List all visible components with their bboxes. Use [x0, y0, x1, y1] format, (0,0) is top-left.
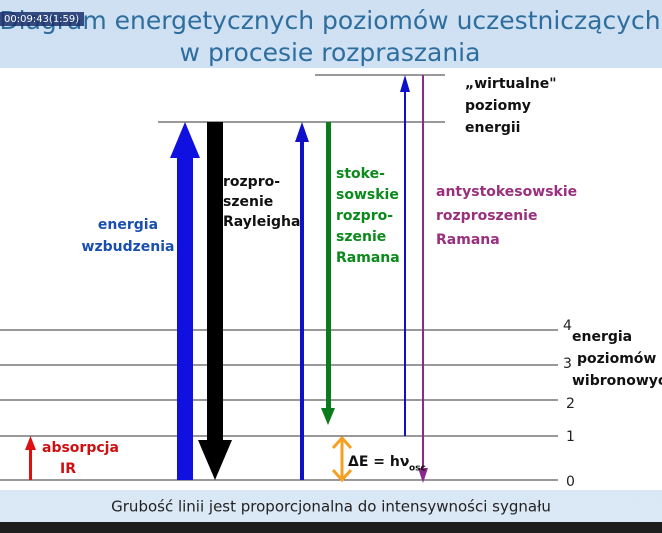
arrow-head [25, 436, 36, 450]
level-number: 4 [563, 318, 572, 334]
ir-arrow [29, 448, 32, 480]
ir-label: absorpcja [42, 440, 119, 456]
arrows [25, 75, 428, 483]
title-line: Diagram energetycznych poziomów uczestni… [0, 6, 661, 35]
stokes-label: Ramana [336, 250, 400, 266]
stokes-label: rozpro- [336, 208, 393, 224]
level-number: 2 [566, 396, 575, 412]
vibronic-label: poziomów [577, 351, 656, 367]
arrow-head [400, 75, 410, 92]
delta-arrow-bottom [331, 468, 353, 483]
stokes-arrow [326, 122, 331, 410]
bottom-bar [0, 522, 662, 533]
level-number: 0 [566, 474, 575, 490]
arrow-head [198, 440, 232, 480]
antistokes-label: antystokesowskie [436, 184, 577, 200]
excitation-label: wzbudzenia [82, 239, 175, 255]
stokes-label: stoke- [336, 166, 385, 182]
delta-e-subscript: osc [409, 464, 426, 474]
excitation-label: energia [98, 217, 158, 233]
levels [0, 74, 558, 481]
level-number: 3 [563, 356, 572, 372]
arrow-head [418, 468, 428, 483]
level-number: 1 [566, 429, 575, 445]
ir-label: IR [60, 461, 76, 477]
antistokes-excitation-arrow [404, 90, 406, 436]
player-overlay [0, 12, 84, 26]
stokes-label: sowskie [336, 187, 399, 203]
arrow-head [295, 122, 309, 142]
virtual-label: energii [465, 120, 520, 136]
vibronic-label: energia [572, 329, 632, 345]
rayleigh-arrow [207, 122, 223, 442]
caption: Grubość linii jest proporcjonalna do int… [111, 498, 551, 516]
stokes-label: szenie [336, 229, 386, 245]
rayleigh-label: szenie [223, 194, 273, 210]
delta-arrow-top [331, 435, 353, 450]
antistokes-label: rozproszenie [436, 208, 537, 224]
antistokes-arrow [422, 75, 424, 470]
player-time: 00:09:43(1:59) [4, 14, 79, 25]
raman-excitation-arrow [300, 140, 304, 480]
virtual-label: poziomy [465, 98, 531, 114]
vibronic-label: wibronowych [572, 373, 662, 389]
title-line: w procesie rozpraszania [180, 38, 481, 67]
rayleigh-label: rozpro- [223, 174, 280, 190]
excitation-arrow [177, 155, 193, 480]
level-ticks: 4 3 2 1 0 [563, 318, 575, 490]
delta-e-label: ΔE = hν [348, 454, 409, 470]
antistokes-label: Ramana [436, 232, 500, 248]
rayleigh-label: Rayleigha [223, 214, 300, 230]
virtual-label: „wirtualne" [465, 76, 557, 92]
arrow-head [321, 408, 335, 425]
arrow-head [170, 122, 200, 158]
